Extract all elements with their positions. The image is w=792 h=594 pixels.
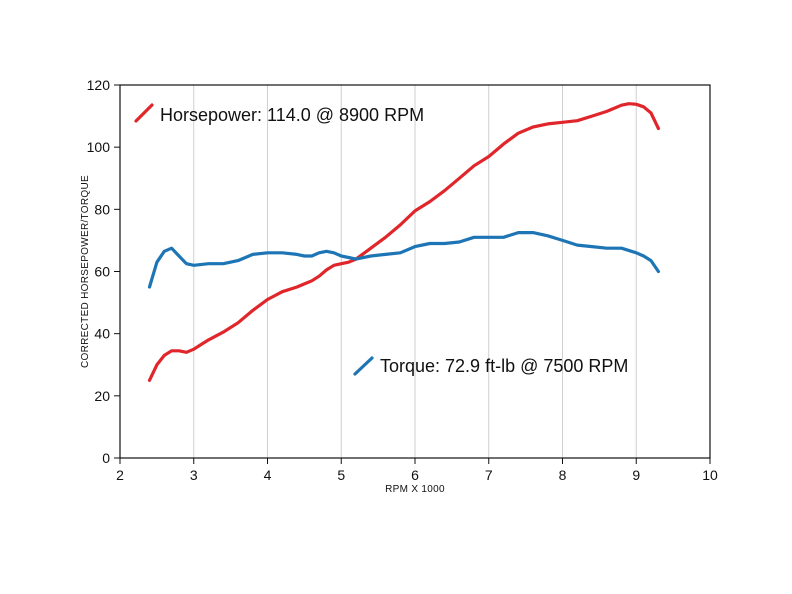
x-tick-label: 10 — [702, 467, 718, 483]
x-tick-label: 6 — [411, 467, 419, 483]
x-tick-label: 5 — [337, 467, 345, 483]
x-tick-label: 9 — [632, 467, 640, 483]
horsepower-legend-label: Horsepower: 114.0 @ 8900 RPM — [160, 105, 424, 125]
x-tick-label: 4 — [264, 467, 272, 483]
y-axis-title: CORRECTED HORSEPOWER/TORQUE — [80, 175, 91, 368]
plot-frame — [119, 84, 711, 459]
y-tick-label: 120 — [87, 77, 111, 93]
horsepower-legend-swatch — [134, 103, 154, 123]
y-tick-label: 40 — [94, 326, 110, 342]
legend: Horsepower: 114.0 @ 8900 RPM Torque: 72.9… — [134, 103, 628, 376]
y-tick-label: 80 — [94, 201, 110, 217]
torque-line — [147, 231, 660, 289]
x-axis-ticks: 2 3 4 5 6 7 8 9 10 — [116, 458, 718, 483]
x-tick-label: 8 — [559, 467, 567, 483]
y-tick-label: 20 — [94, 388, 110, 404]
y-axis-ticks: 0 20 40 60 80 100 120 — [87, 77, 120, 466]
torque-legend-label: Torque: 72.9 ft-lb @ 7500 RPM — [380, 356, 628, 376]
x-tick-label: 2 — [116, 467, 124, 483]
y-tick-label: 0 — [102, 450, 110, 466]
grid-lines — [193, 85, 637, 458]
torque-legend-swatch — [353, 356, 374, 376]
horsepower-line — [147, 102, 660, 382]
x-axis-title: RPM X 1000 — [385, 484, 445, 495]
series-lines — [147, 102, 660, 382]
y-tick-label: 100 — [87, 139, 111, 155]
y-tick-label: 60 — [94, 264, 110, 280]
x-tick-label: 7 — [485, 467, 493, 483]
x-tick-label: 3 — [190, 467, 198, 483]
